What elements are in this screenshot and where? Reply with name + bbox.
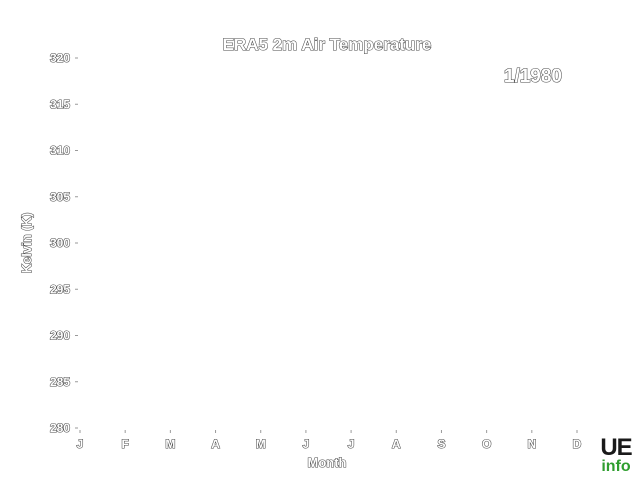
- y-tick-label: 310: [50, 144, 70, 158]
- x-axis-label: Month: [308, 455, 347, 470]
- ueinfo-logo: UE info: [594, 436, 638, 475]
- date-label: 1/1980: [504, 66, 562, 87]
- x-tick-label: A: [392, 437, 401, 451]
- x-tick-label: J: [303, 437, 310, 451]
- y-tick-label: 285: [50, 375, 70, 389]
- y-tick-label: 290: [50, 329, 70, 343]
- x-tick-label: M: [165, 437, 175, 451]
- y-axis-label: Kelvin (K): [19, 213, 34, 274]
- y-tick-label: 315: [50, 97, 70, 111]
- x-tick-label: N: [527, 437, 536, 451]
- logo-ue-text: UE: [600, 434, 632, 461]
- chart-title: ERA5 2m Air Temperature: [223, 35, 432, 54]
- x-tick-label: F: [122, 437, 129, 451]
- x-tick-label: D: [573, 437, 582, 451]
- y-tick-label: 280: [50, 421, 70, 435]
- y-tick-label: 300: [50, 236, 70, 250]
- x-tick-label: O: [482, 437, 491, 451]
- y-axis-ticks: 280 285 290 295 300 305 310 315 320: [49, 50, 78, 436]
- y-tick-label: 320: [50, 51, 70, 65]
- logo-info-text: info: [601, 458, 631, 475]
- x-tick-label: J: [77, 437, 84, 451]
- x-tick-label: M: [256, 437, 266, 451]
- x-tick-label: A: [211, 437, 220, 451]
- x-tick-label: J: [348, 437, 355, 451]
- y-tick-label: 305: [50, 190, 70, 204]
- x-tick-label: S: [437, 437, 445, 451]
- y-tick-label: 295: [50, 282, 70, 296]
